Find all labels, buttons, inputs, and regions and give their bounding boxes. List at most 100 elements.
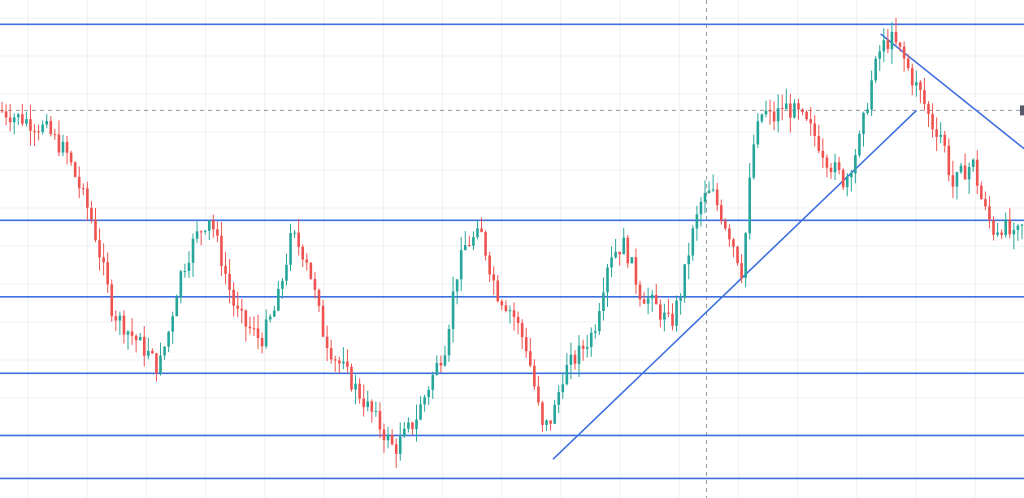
- candle-body: [122, 315, 126, 335]
- candle-body: [386, 435, 390, 441]
- candle-body: [447, 329, 451, 356]
- candle-body: [553, 404, 556, 424]
- candle-body: [281, 280, 284, 289]
- candle-body: [813, 123, 817, 137]
- candle-body: [86, 188, 89, 208]
- candle-body: [955, 172, 959, 187]
- candle-body: [350, 366, 353, 390]
- candle-body: [439, 362, 443, 366]
- candle-body: [602, 292, 605, 311]
- candle-body: [866, 109, 869, 113]
- candle-body: [691, 228, 695, 256]
- candle-body: [850, 173, 853, 178]
- candle-body: [598, 310, 601, 332]
- candle-body: [715, 189, 719, 206]
- candle-body: [728, 228, 731, 240]
- candle-body: [740, 263, 743, 278]
- candle-body: [594, 331, 597, 333]
- candle-body: [403, 428, 406, 437]
- candle-body: [618, 251, 621, 255]
- candle-body: [837, 162, 841, 170]
- candle-body: [134, 335, 138, 341]
- candle-body: [947, 145, 951, 176]
- candle-body: [882, 40, 886, 52]
- horizontal-levels: [0, 23, 1024, 480]
- candle-body: [894, 31, 898, 43]
- candle-body: [73, 162, 77, 177]
- candle-body: [374, 410, 378, 412]
- candle-body: [975, 159, 979, 186]
- candle-body: [683, 264, 686, 298]
- candle-body: [463, 245, 467, 251]
- candle-body: [69, 152, 73, 163]
- candle-body: [289, 232, 292, 265]
- candle-body: [890, 31, 894, 50]
- candle-body: [325, 336, 329, 349]
- candle-body: [793, 103, 796, 118]
- candle-body: [272, 310, 276, 317]
- candle-body: [923, 90, 926, 104]
- candle-body: [102, 257, 105, 263]
- candle-body: [772, 111, 776, 122]
- candle-body: [427, 389, 430, 398]
- candle-body: [398, 436, 402, 454]
- candle-body: [1000, 232, 1003, 236]
- candle-body: [321, 305, 325, 337]
- candle-body: [8, 117, 12, 123]
- candle-body: [650, 294, 654, 299]
- candle-body: [41, 124, 44, 132]
- candle-body: [541, 402, 544, 425]
- candle-body: [285, 264, 288, 281]
- candle-body: [614, 251, 617, 258]
- candle-body: [224, 265, 227, 274]
- candle-body: [528, 351, 532, 366]
- candles: [0, 17, 1024, 468]
- candle-body: [500, 301, 504, 306]
- candle-body: [301, 246, 305, 260]
- candle-body: [870, 80, 873, 110]
- candle-body: [943, 134, 947, 146]
- candle-body: [179, 271, 183, 298]
- candle-body: [898, 42, 902, 47]
- candle-body: [49, 120, 53, 135]
- candle-body: [228, 273, 231, 290]
- candle-body: [317, 289, 321, 306]
- candle-body: [167, 331, 170, 347]
- candle-body: [142, 336, 146, 356]
- candle-body: [114, 316, 118, 321]
- candle-body: [110, 284, 114, 317]
- candle-body: [232, 289, 235, 306]
- candle-body: [366, 401, 370, 408]
- candle-body: [187, 262, 191, 271]
- candle-body: [935, 129, 938, 137]
- candle-body: [240, 308, 244, 311]
- candle-body: [126, 331, 130, 335]
- candle-body: [671, 313, 674, 326]
- candle-body: [496, 280, 500, 302]
- candle-body: [878, 51, 882, 59]
- candle-body: [963, 165, 967, 180]
- candle-body: [634, 257, 638, 285]
- candle-body: [484, 232, 487, 256]
- candle-body: [260, 338, 264, 347]
- candle-body: [659, 304, 662, 320]
- candle-body: [638, 284, 642, 300]
- candle-body: [342, 361, 345, 364]
- candle-body: [756, 121, 760, 145]
- candle-body: [57, 134, 61, 153]
- candle-body: [858, 133, 861, 156]
- candle-body: [748, 177, 752, 234]
- candle-body: [435, 362, 439, 375]
- candle-body: [906, 58, 910, 69]
- candle-body: [4, 111, 8, 118]
- candle-body: [1004, 219, 1008, 236]
- candle-body: [297, 232, 300, 247]
- candle-body: [744, 233, 747, 278]
- candle-body: [90, 207, 93, 220]
- candle-body: [407, 422, 410, 429]
- candle-body: [654, 294, 658, 305]
- candle-body: [854, 155, 857, 174]
